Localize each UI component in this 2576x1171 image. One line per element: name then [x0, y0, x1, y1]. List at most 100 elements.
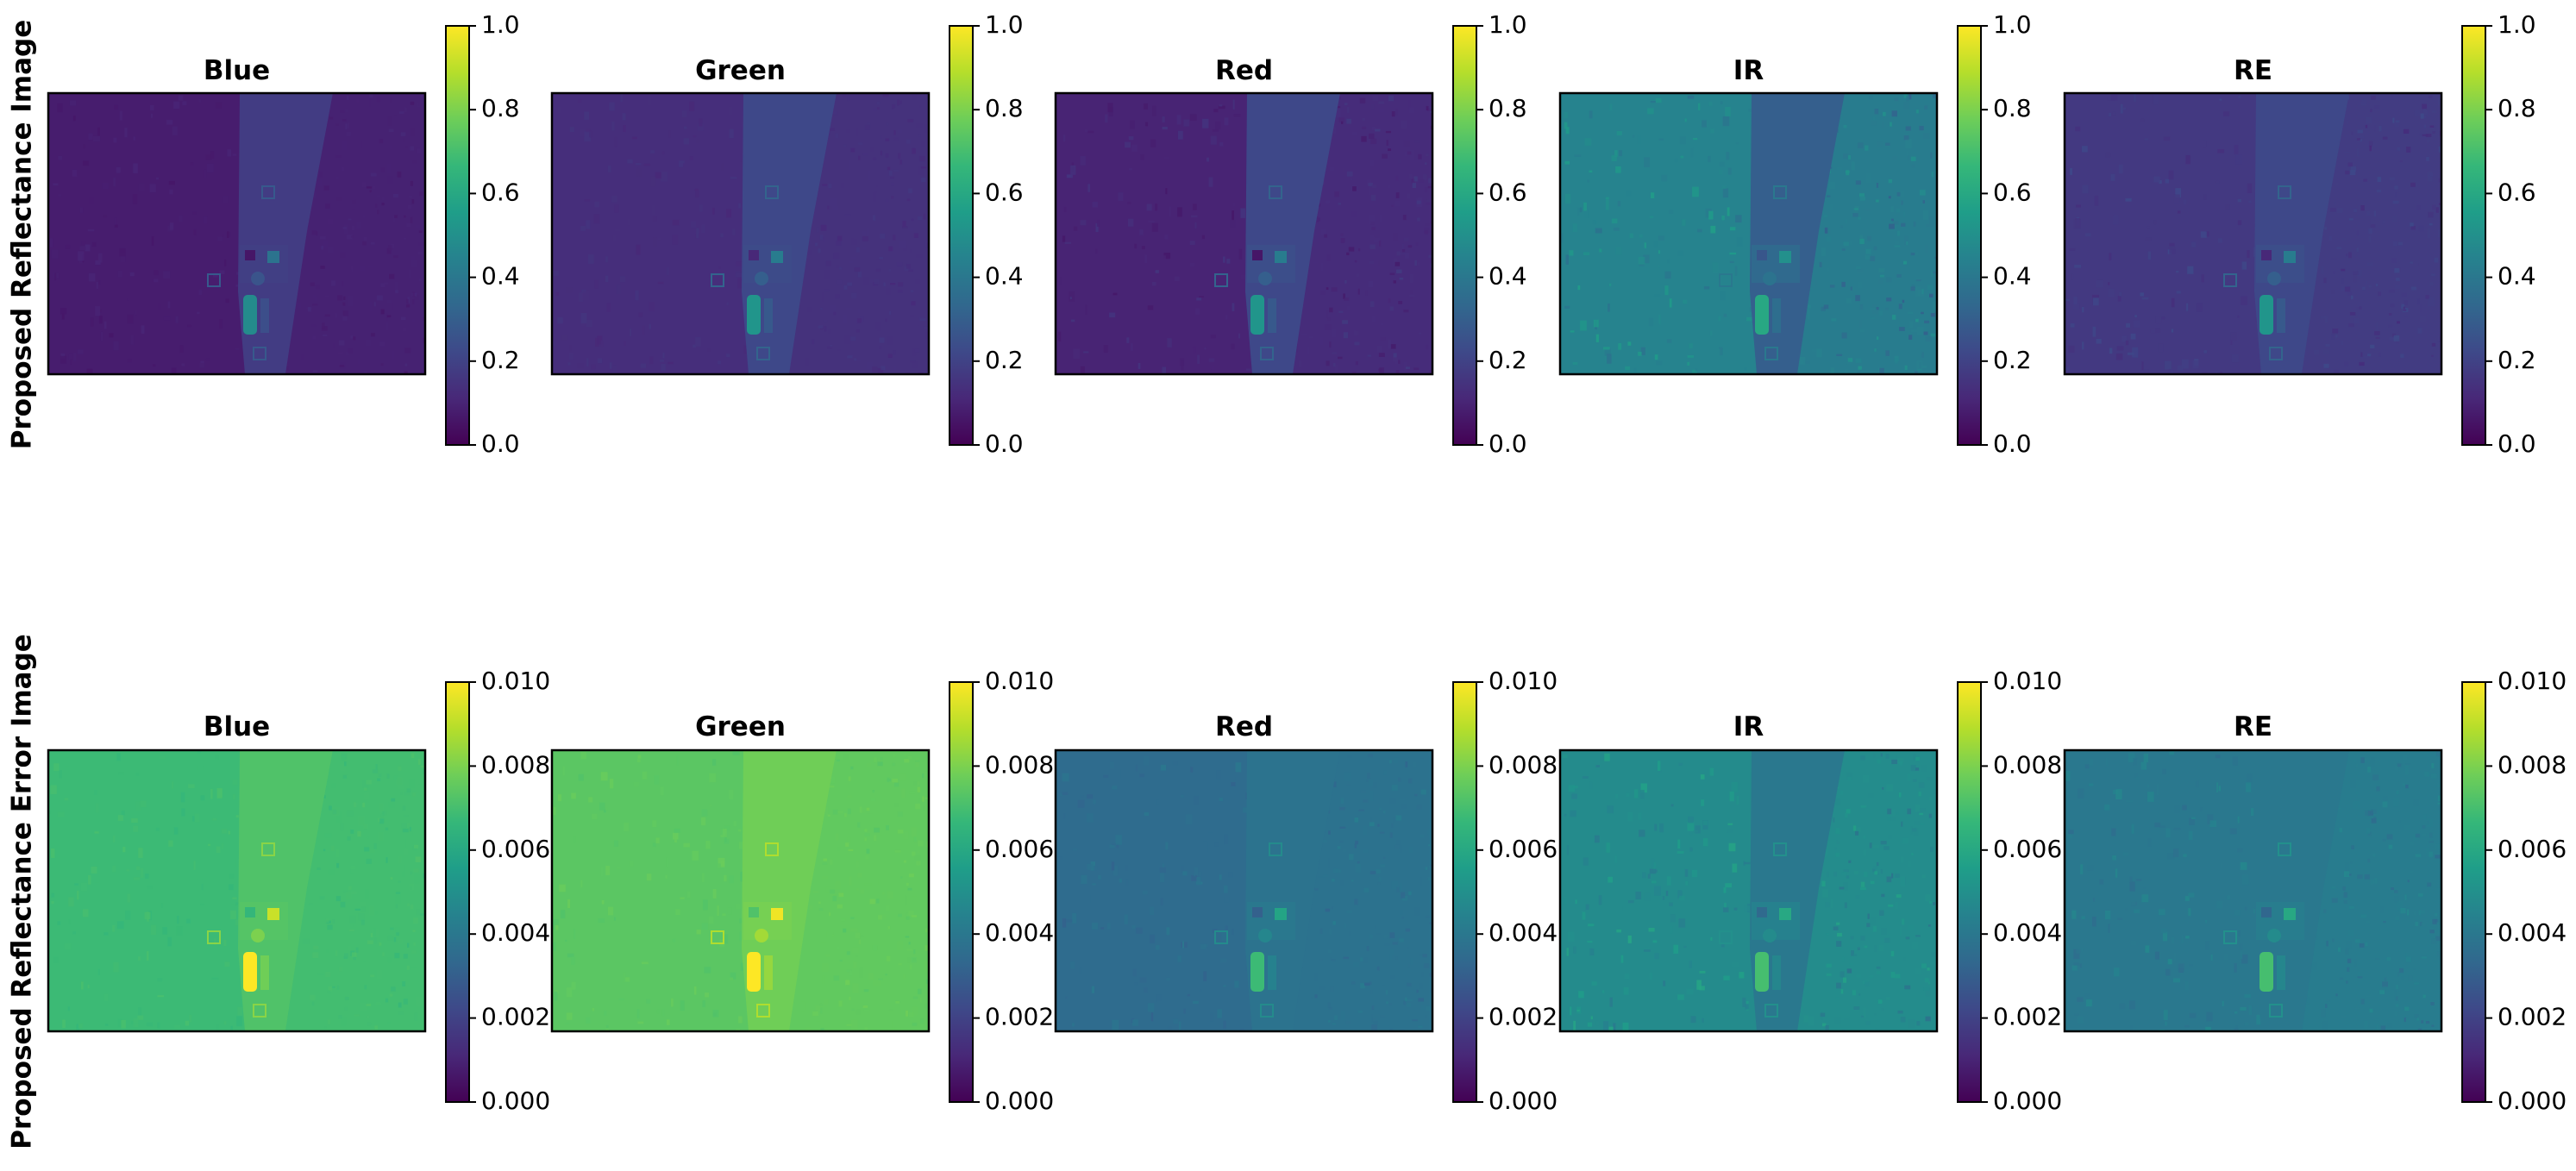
colorbar-tick-label: 0.4: [1993, 262, 2032, 291]
panel-title: Green: [695, 55, 786, 86]
panel-title: Red: [1215, 55, 1273, 86]
panel-frame: [1054, 91, 1434, 376]
colorbar-tick-label: 0.2: [985, 346, 1024, 374]
colorbar-tick-label: 1.0: [985, 10, 1024, 39]
colorbar-tick-label: 0.010: [985, 667, 1054, 695]
colorbar-tick-label: 0.2: [1993, 346, 2032, 374]
panel-title: IR: [1733, 55, 1764, 86]
heatmap-image: [1056, 750, 1432, 1031]
colorbar-tick-label: 0.008: [1993, 750, 2062, 779]
colorbar-tick-label: 0.000: [985, 1086, 1054, 1115]
colorbar-tick-label: 0.002: [2498, 1003, 2567, 1031]
panel-title: RE: [2234, 711, 2272, 742]
colorbar-tick-label: 0.008: [2498, 750, 2567, 779]
panel-title: Blue: [204, 55, 270, 86]
colorbar-tick-label: 0.2: [2498, 346, 2536, 374]
colorbar: [445, 681, 470, 1103]
panel-frame: [1558, 748, 1939, 1033]
colorbar-tick-label: 0.0: [2498, 429, 2536, 458]
row-label: Proposed Reflectance Image: [7, 20, 38, 450]
colorbar: [1452, 25, 1477, 446]
colorbar-tick-label: 0.008: [1489, 750, 1558, 779]
heatmap-image: [1560, 93, 1937, 374]
colorbar-tick-label: 0.8: [2498, 94, 2536, 122]
panel-title: IR: [1733, 711, 1764, 742]
colorbar-tick-label: 0.006: [481, 835, 550, 863]
colorbar-tick-label: 0.008: [481, 750, 550, 779]
colorbar-tick-label: 0.010: [481, 667, 550, 695]
colorbar-tick-label: 0.002: [1489, 1003, 1558, 1031]
colorbar: [1957, 681, 1982, 1103]
colorbar: [1452, 681, 1477, 1103]
colorbar-tick-label: 0.6: [1489, 178, 1527, 206]
colorbar-tick-label: 0.8: [1489, 94, 1527, 122]
heatmap-image: [2065, 750, 2441, 1031]
heatmap-image: [1056, 93, 1432, 374]
colorbar-tick-label: 0.6: [1993, 178, 2032, 206]
panel-frame: [1054, 748, 1434, 1033]
panel-title: Green: [695, 711, 786, 742]
colorbar-tick-label: 1.0: [1489, 10, 1527, 39]
heatmap-image: [552, 93, 929, 374]
colorbar: [949, 681, 974, 1103]
row-label: Proposed Reflectance Error Image: [7, 634, 38, 1149]
colorbar-tick-label: 1.0: [2498, 10, 2536, 39]
colorbar: [445, 25, 470, 446]
colorbar-tick-label: 0.0: [985, 429, 1024, 458]
colorbar-tick-label: 0.6: [2498, 178, 2536, 206]
colorbar-tick-label: 0.000: [481, 1086, 550, 1115]
colorbar-tick-label: 0.002: [985, 1003, 1054, 1031]
colorbar-tick-label: 0.010: [1993, 667, 2062, 695]
colorbar-tick-label: 0.4: [481, 262, 520, 291]
colorbar-tick-label: 0.008: [985, 750, 1054, 779]
colorbar-tick-label: 0.010: [1489, 667, 1558, 695]
heatmap-image: [48, 750, 425, 1031]
colorbar-tick-label: 0.004: [1489, 918, 1558, 947]
colorbar-tick-label: 0.004: [481, 918, 550, 947]
panel-frame: [1558, 91, 1939, 376]
colorbar-tick-label: 0.4: [985, 262, 1024, 291]
colorbar: [949, 25, 974, 446]
colorbar-tick-label: 0.000: [1993, 1086, 2062, 1115]
panel-title: Blue: [204, 711, 270, 742]
colorbar: [1957, 25, 1982, 446]
heatmap-image: [2065, 93, 2441, 374]
heatmap-image: [48, 93, 425, 374]
colorbar-tick-label: 0.000: [2498, 1086, 2567, 1115]
panel-frame: [47, 91, 427, 376]
colorbar-tick-label: 0.2: [1489, 346, 1527, 374]
colorbar-tick-label: 1.0: [481, 10, 520, 39]
colorbar-tick-label: 0.006: [1993, 835, 2062, 863]
colorbar-tick-label: 0.006: [985, 835, 1054, 863]
colorbar-tick-label: 0.000: [1489, 1086, 1558, 1115]
panel-frame: [2063, 91, 2443, 376]
colorbar-tick-label: 0.4: [1489, 262, 1527, 291]
colorbar-tick-label: 0.006: [1489, 835, 1558, 863]
heatmap-image: [552, 750, 929, 1031]
colorbar: [2461, 681, 2486, 1103]
colorbar: [2461, 25, 2486, 446]
colorbar-tick-label: 1.0: [1993, 10, 2032, 39]
panel-title: Red: [1215, 711, 1273, 742]
colorbar-tick-label: 0.2: [481, 346, 520, 374]
colorbar-tick-label: 0.6: [985, 178, 1024, 206]
colorbar-tick-label: 0.004: [985, 918, 1054, 947]
colorbar-tick-label: 0.8: [481, 94, 520, 122]
colorbar-tick-label: 0.4: [2498, 262, 2536, 291]
colorbar-tick-label: 0.004: [1993, 918, 2062, 947]
colorbar-tick-label: 0.6: [481, 178, 520, 206]
panel-frame: [550, 91, 931, 376]
panel-frame: [550, 748, 931, 1033]
colorbar-tick-label: 0.8: [1993, 94, 2032, 122]
colorbar-tick-label: 0.0: [1993, 429, 2032, 458]
colorbar-tick-label: 0.8: [985, 94, 1024, 122]
colorbar-tick-label: 0.0: [1489, 429, 1527, 458]
panel-frame: [2063, 748, 2443, 1033]
heatmap-image: [1560, 750, 1937, 1031]
colorbar-tick-label: 0.002: [481, 1003, 550, 1031]
colorbar-tick-label: 0.004: [2498, 918, 2567, 947]
colorbar-tick-label: 0.010: [2498, 667, 2567, 695]
colorbar-tick-label: 0.0: [481, 429, 520, 458]
panel-title: RE: [2234, 55, 2272, 86]
